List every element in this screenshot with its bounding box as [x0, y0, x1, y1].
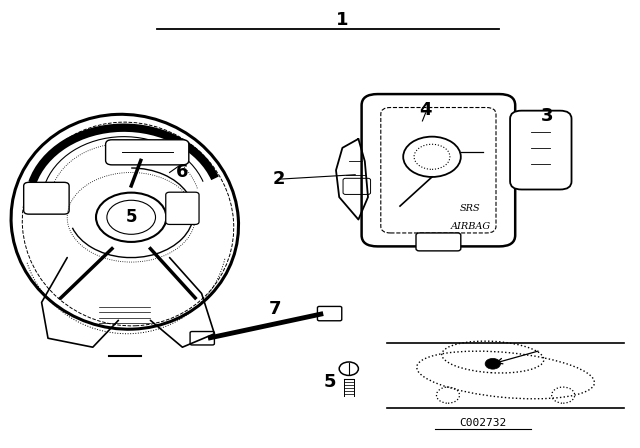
Text: 5: 5 — [323, 373, 336, 391]
FancyBboxPatch shape — [510, 111, 572, 190]
Text: C002732: C002732 — [460, 418, 507, 428]
FancyBboxPatch shape — [317, 306, 342, 321]
Text: 6: 6 — [176, 164, 189, 181]
Text: 4: 4 — [419, 101, 432, 119]
Text: 7: 7 — [269, 300, 282, 318]
Circle shape — [485, 358, 500, 369]
FancyBboxPatch shape — [190, 332, 214, 345]
FancyBboxPatch shape — [362, 94, 515, 246]
Text: 5: 5 — [125, 208, 137, 226]
FancyBboxPatch shape — [106, 140, 189, 165]
FancyBboxPatch shape — [416, 233, 461, 251]
Text: 1: 1 — [336, 11, 349, 29]
FancyBboxPatch shape — [166, 192, 199, 224]
FancyBboxPatch shape — [24, 182, 69, 214]
Circle shape — [96, 193, 166, 242]
Text: 3: 3 — [541, 108, 554, 125]
Text: SRS: SRS — [460, 204, 481, 213]
Text: AIRBAG: AIRBAG — [451, 222, 490, 231]
Text: 2: 2 — [272, 170, 285, 188]
